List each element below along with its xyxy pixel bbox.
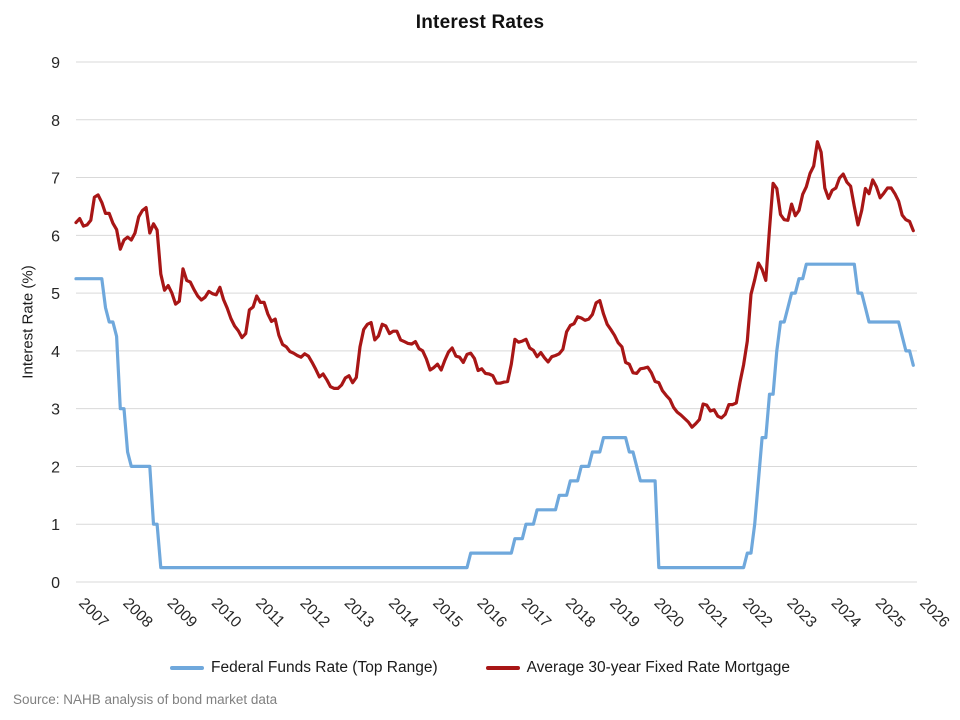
x-tick-label: 2025 <box>872 595 908 631</box>
x-tick-label: 2024 <box>828 595 865 632</box>
series-line-mortgage-rate <box>74 140 915 429</box>
legend-label-mortgage-rate: Average 30-year Fixed Rate Mortgage <box>526 659 790 676</box>
x-tick-label: 2019 <box>606 595 642 631</box>
line-swatch-blue-icon <box>170 666 205 670</box>
legend: Federal Funds Rate (Top Range) Average 3… <box>0 659 960 677</box>
x-tick-label: 2013 <box>341 595 377 631</box>
legend-item-federal-funds-rate: Federal Funds Rate (Top Range) <box>170 659 438 677</box>
x-tick-label: 2018 <box>562 595 598 631</box>
y-tick-label: 9 <box>51 55 60 72</box>
x-tick-label: 2022 <box>739 595 775 631</box>
y-tick-label: 3 <box>51 402 60 419</box>
x-tick-label: 2015 <box>429 595 465 631</box>
x-tick-label: 2012 <box>296 595 332 631</box>
y-tick-label: 4 <box>51 344 60 361</box>
line-swatch-red-icon <box>485 666 520 670</box>
y-tick-label: 5 <box>51 286 60 303</box>
x-tick-label: 2020 <box>651 595 688 632</box>
series-line-federal-funds-rate <box>74 262 915 570</box>
legend-label-federal-funds-rate: Federal Funds Rate (Top Range) <box>211 659 438 676</box>
y-tick-label: 6 <box>51 228 60 245</box>
y-tick-label: 2 <box>51 459 60 476</box>
legend-item-mortgage-rate: Average 30-year Fixed Rate Mortgage <box>485 659 790 677</box>
x-tick-label: 2021 <box>695 595 731 631</box>
x-tick-label: 2016 <box>474 595 510 631</box>
y-tick-label: 0 <box>51 575 60 592</box>
x-tick-label: 2011 <box>252 595 288 631</box>
source-note: Source: NAHB analysis of bond market dat… <box>13 692 278 707</box>
x-tick-label: 2026 <box>916 595 952 631</box>
x-tick-label: 2009 <box>164 595 200 631</box>
y-tick-label: 8 <box>51 113 60 130</box>
y-tick-label: 1 <box>51 517 60 534</box>
x-tick-label: 2008 <box>119 595 155 631</box>
chart-title: Interest Rates <box>415 12 545 33</box>
x-tick-label: 2010 <box>208 595 245 632</box>
x-tick-label: 2007 <box>75 595 111 631</box>
y-tick-label: 7 <box>51 171 60 188</box>
x-tick-label: 2017 <box>518 595 554 631</box>
x-tick-label: 2014 <box>385 595 422 632</box>
x-tick-label: 2023 <box>783 595 819 631</box>
